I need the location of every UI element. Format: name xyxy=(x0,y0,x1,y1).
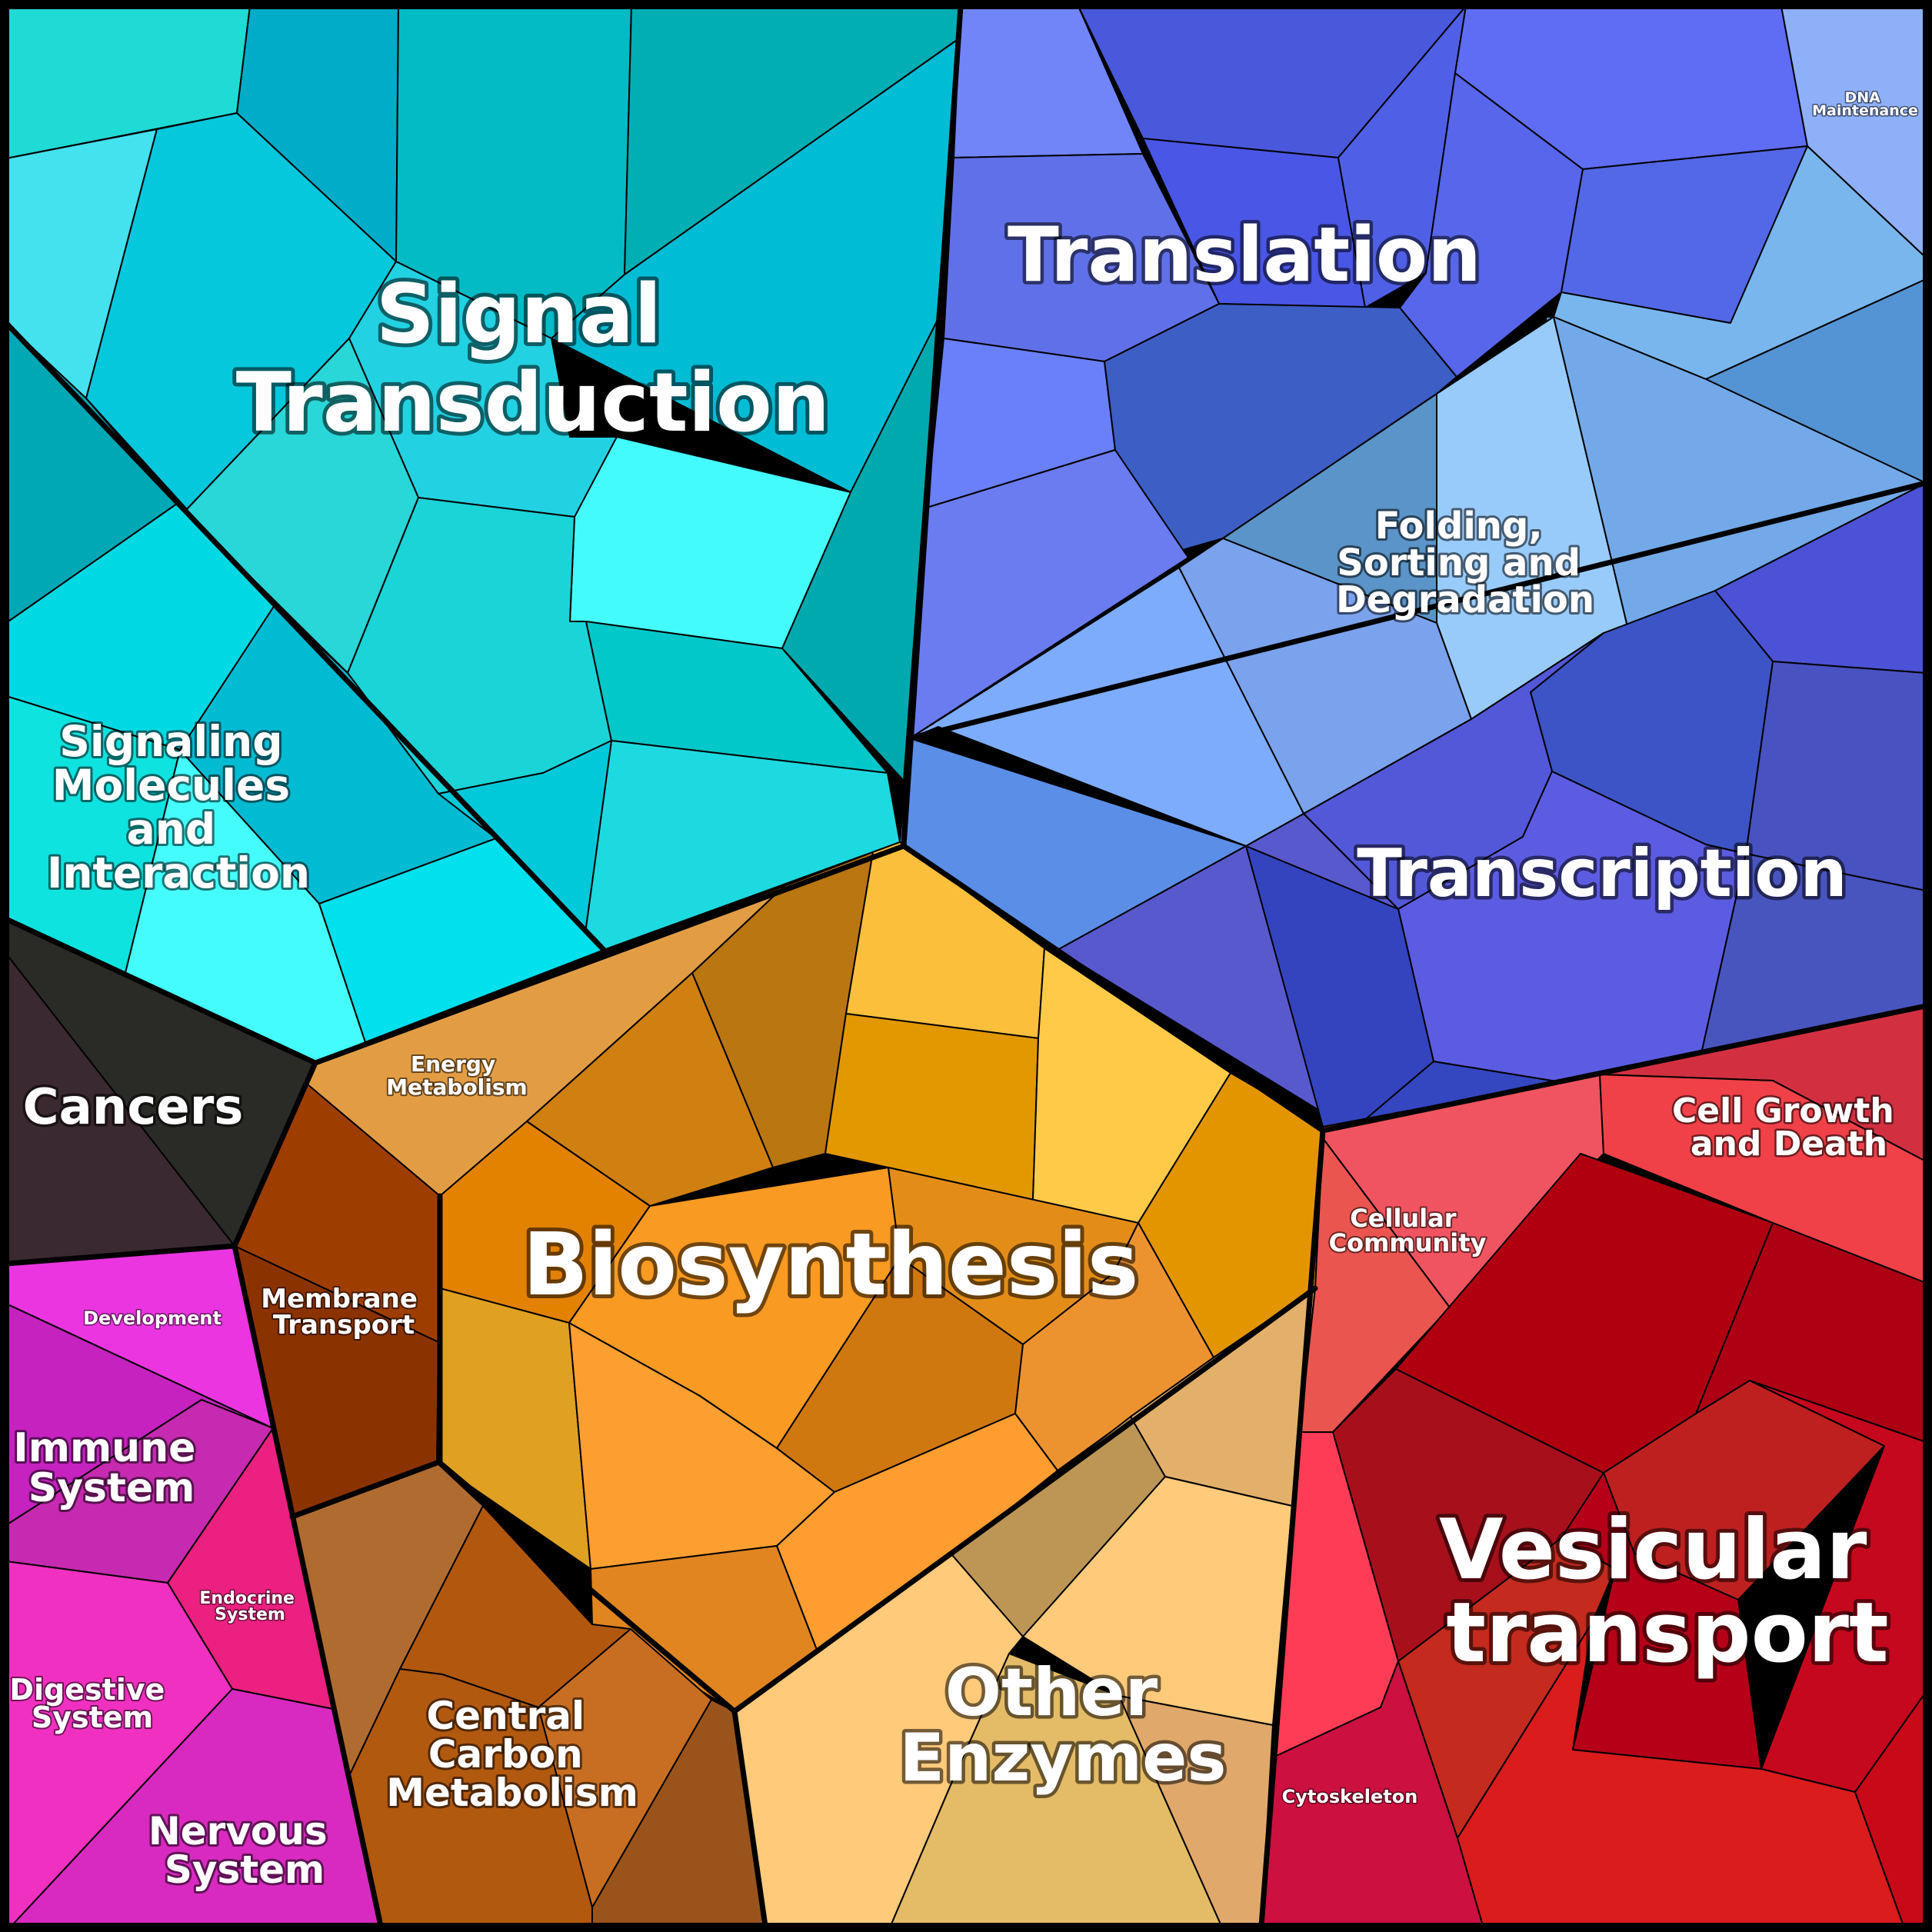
label-membrane-transport: Membrane Transport xyxy=(261,1284,426,1341)
region-transcription[interactable] xyxy=(1057,482,1927,1131)
label-development: Development xyxy=(83,1307,222,1329)
cell xyxy=(1561,1472,1762,1770)
region-biosynthesis[interactable] xyxy=(436,841,1324,1712)
border xyxy=(1258,1128,1326,1929)
label-translation: Translation xyxy=(1008,212,1481,299)
border xyxy=(1320,1003,1929,1134)
border xyxy=(289,1460,440,1520)
cell xyxy=(1245,845,1434,1131)
label-cellular-community: Cellular Community xyxy=(1329,1204,1487,1257)
border xyxy=(901,3,964,849)
region-signal-transduction[interactable] xyxy=(5,5,961,951)
label-immune-system: Immune System xyxy=(13,1425,209,1511)
border xyxy=(3,843,1326,1134)
border xyxy=(731,1285,1318,1714)
label-folding-sorting: Folding, Sorting and Degradation xyxy=(1336,505,1594,621)
label-cell-growth: Cell Growth and Death xyxy=(1672,1091,1906,1164)
label-nervous-system: Nervous System xyxy=(148,1809,341,1892)
label-signal-transduction: Signal Transduction xyxy=(236,267,831,450)
region-vesicular-transport[interactable] xyxy=(1332,1153,1927,1927)
label-vesicular-transport: Vesicular transport xyxy=(1439,1502,1896,1681)
cell xyxy=(781,321,938,781)
label-signaling-molecules: Signaling Molecules and Interaction xyxy=(47,717,310,898)
border xyxy=(3,320,607,953)
label-other-enzymes: Other Enzymes xyxy=(899,1654,1226,1797)
label-digestive-system: Digestive System xyxy=(9,1673,175,1734)
labels: Signal Transduction Signaling Molecules … xyxy=(8,88,1919,1895)
label-cancers: Cancers xyxy=(23,1079,244,1136)
cell xyxy=(909,567,1304,847)
border xyxy=(907,480,1929,741)
region-central-carbon[interactable] xyxy=(291,1462,766,1927)
label-biosynthesis: Biosynthesis xyxy=(522,1215,1138,1315)
label-endocrine-system: Endocrine System xyxy=(199,1589,300,1624)
label-cytoskeleton: Cytoskeleton xyxy=(1282,1786,1418,1807)
label-dna-maintenance: DNA Maintenance xyxy=(1812,89,1918,119)
label-transcription: Transcription xyxy=(1357,835,1847,912)
border xyxy=(437,1193,768,1929)
label-energy-metabolism: Energy Metabolism xyxy=(386,1051,527,1100)
cell xyxy=(1022,1476,1293,1726)
border xyxy=(232,1243,384,1929)
label-central-carbon: Central Carbon Metabolism xyxy=(386,1694,638,1815)
region-translation[interactable] xyxy=(909,5,1584,739)
region-signaling-molecules[interactable] xyxy=(5,322,605,1064)
